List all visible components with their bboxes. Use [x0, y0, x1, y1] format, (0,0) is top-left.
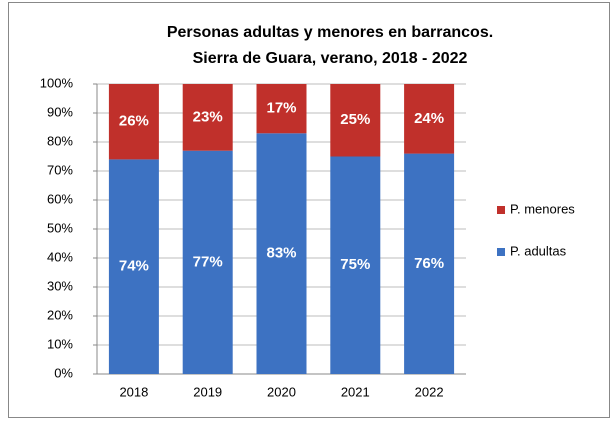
bar-segment — [256, 133, 307, 374]
x-tick-label: 2019 — [193, 384, 222, 399]
bar-segment — [182, 150, 233, 374]
data-label: 74% — [119, 258, 149, 275]
y-tick-label: 50% — [47, 220, 73, 235]
x-tick-label: 2018 — [119, 384, 148, 399]
data-label: 17% — [266, 100, 296, 117]
data-label: 77% — [193, 253, 223, 270]
y-tick-label: 100% — [40, 75, 74, 90]
legend-swatch — [497, 248, 505, 256]
data-label: 26% — [119, 113, 149, 130]
chart-title: Sierra de Guara, verano, 2018 - 2022 — [193, 50, 468, 67]
data-label: 24% — [414, 110, 444, 127]
bar-segment — [108, 84, 159, 160]
legend-label: P. menores — [510, 201, 575, 216]
bar-segment — [330, 84, 381, 157]
y-tick-label: 10% — [47, 336, 73, 351]
chart-border — [8, 2, 610, 418]
y-tick-label: 40% — [47, 249, 73, 264]
data-label: 83% — [266, 245, 296, 262]
y-tick-label: 90% — [47, 104, 73, 119]
y-tick-label: 0% — [54, 365, 73, 380]
data-label: 76% — [414, 255, 444, 272]
bar-segment — [182, 84, 233, 151]
data-label: 25% — [340, 111, 370, 128]
y-tick-label: 30% — [47, 278, 73, 293]
y-tick-label: 80% — [47, 133, 73, 148]
bar-segment — [256, 84, 307, 134]
bar-segment — [404, 153, 455, 374]
data-label: 75% — [340, 256, 370, 273]
data-label: 23% — [193, 108, 223, 125]
y-tick-label: 70% — [47, 162, 73, 177]
chart-title: Personas adultas y menores en barrancos. — [167, 24, 493, 41]
bar-segment — [404, 84, 455, 154]
x-tick-label: 2021 — [341, 384, 370, 399]
x-tick-label: 2022 — [415, 384, 444, 399]
legend-label: P. adultas — [510, 243, 567, 258]
bar-segment — [330, 156, 381, 374]
y-tick-label: 60% — [47, 191, 73, 206]
bar-segment — [108, 159, 159, 374]
legend-swatch — [497, 206, 505, 214]
y-tick-label: 20% — [47, 307, 73, 322]
x-tick-label: 2020 — [267, 384, 296, 399]
